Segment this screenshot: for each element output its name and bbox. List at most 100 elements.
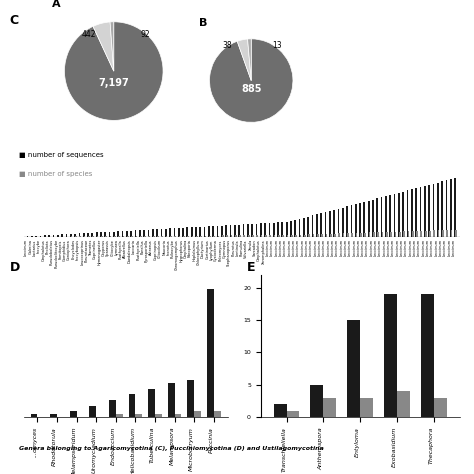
Text: Leccinum: Leccinum: [438, 239, 443, 256]
Bar: [144, 236, 146, 237]
Bar: [57, 235, 59, 237]
Text: Pseudoclitocybe: Pseudoclitocybe: [54, 239, 58, 268]
Bar: [455, 230, 457, 237]
Text: Astraeus: Astraeus: [149, 239, 153, 255]
Bar: [368, 201, 370, 237]
Bar: [147, 229, 149, 237]
Legend: Agaricomycotina, Pucciniomycotina, Ustilaginomycotina: Agaricomycotina, Pucciniomycotina, Ustil…: [317, 61, 408, 100]
Wedge shape: [64, 22, 163, 120]
Text: Leccinum: Leccinum: [339, 239, 343, 256]
Bar: [343, 233, 345, 237]
Text: Hygrophorus: Hygrophorus: [180, 239, 183, 262]
Bar: [342, 208, 344, 237]
Bar: [442, 230, 444, 237]
Bar: [123, 236, 124, 237]
Bar: [376, 199, 378, 237]
Text: Leccinum: Leccinum: [322, 239, 326, 256]
Bar: [36, 236, 37, 237]
Bar: [299, 219, 301, 237]
Bar: [247, 224, 249, 237]
Text: Gomphidius: Gomphidius: [63, 239, 67, 261]
Bar: [113, 231, 115, 237]
Text: C: C: [9, 14, 18, 27]
Bar: [394, 232, 396, 237]
Bar: [424, 186, 426, 237]
Bar: [277, 222, 279, 237]
Text: Pholiota: Pholiota: [46, 239, 50, 254]
Bar: [96, 232, 98, 237]
Bar: [136, 414, 142, 417]
Bar: [109, 236, 111, 237]
Bar: [243, 224, 244, 237]
Text: Leccinum: Leccinum: [374, 239, 378, 256]
Bar: [53, 235, 55, 237]
Text: Omphalotus: Omphalotus: [257, 239, 261, 261]
Bar: [372, 200, 374, 237]
Text: A: A: [52, 0, 61, 9]
Bar: [70, 411, 77, 417]
Text: Leccinum: Leccinum: [421, 239, 425, 256]
Bar: [278, 235, 280, 237]
Bar: [355, 204, 356, 237]
Text: Galerina: Galerina: [28, 239, 32, 254]
Text: Leccinum: Leccinum: [430, 239, 434, 256]
Bar: [304, 235, 306, 237]
Text: Lentinula: Lentinula: [236, 239, 239, 255]
Bar: [397, 391, 410, 417]
Bar: [425, 231, 427, 237]
Bar: [312, 216, 313, 237]
Bar: [437, 182, 438, 237]
Text: Leccinum: Leccinum: [270, 239, 274, 256]
Bar: [347, 320, 360, 417]
Wedge shape: [110, 22, 114, 71]
Text: Hymenogaster: Hymenogaster: [98, 239, 101, 265]
Text: Leccinum: Leccinum: [279, 239, 283, 256]
Bar: [346, 206, 348, 237]
Bar: [118, 231, 119, 237]
Text: Leccinum: Leccinum: [274, 239, 278, 256]
Text: Leccinum: Leccinum: [365, 239, 369, 256]
Text: Panellus: Panellus: [141, 239, 145, 254]
Bar: [128, 394, 136, 417]
Bar: [310, 385, 323, 417]
Bar: [130, 230, 132, 237]
Text: Leccinum: Leccinum: [292, 239, 296, 256]
Bar: [454, 178, 456, 237]
Text: D: D: [9, 261, 20, 273]
Bar: [109, 400, 116, 417]
Text: Trametes: Trametes: [89, 239, 93, 255]
Bar: [373, 232, 375, 237]
Bar: [131, 236, 133, 237]
Bar: [195, 227, 197, 237]
Text: Coprinellus: Coprinellus: [93, 239, 97, 259]
Text: Gymnopus: Gymnopus: [223, 239, 227, 258]
Bar: [239, 236, 241, 237]
Wedge shape: [210, 39, 293, 122]
Bar: [268, 223, 270, 237]
Bar: [173, 228, 175, 237]
Text: Laccaria: Laccaria: [132, 239, 136, 254]
Bar: [326, 234, 327, 237]
Bar: [114, 236, 116, 237]
Text: Leccinum: Leccinum: [451, 239, 456, 256]
Bar: [61, 234, 63, 237]
Bar: [205, 236, 206, 237]
Bar: [451, 230, 453, 237]
Bar: [217, 226, 219, 237]
Bar: [104, 232, 106, 237]
Text: Pleurotaceae: Pleurotaceae: [84, 239, 89, 262]
Bar: [321, 234, 323, 237]
Bar: [265, 235, 267, 237]
Bar: [174, 414, 182, 417]
Bar: [351, 233, 353, 237]
Bar: [365, 233, 366, 237]
Text: Leccinum: Leccinum: [417, 239, 421, 256]
Bar: [248, 235, 249, 237]
Bar: [183, 236, 185, 237]
Text: Xerula: Xerula: [248, 239, 253, 250]
Bar: [447, 230, 448, 237]
Bar: [325, 212, 327, 237]
Text: Leucocoprinus: Leucocoprinus: [80, 239, 84, 265]
Bar: [161, 229, 162, 237]
Text: Lyophyllum: Lyophyllum: [210, 239, 214, 260]
